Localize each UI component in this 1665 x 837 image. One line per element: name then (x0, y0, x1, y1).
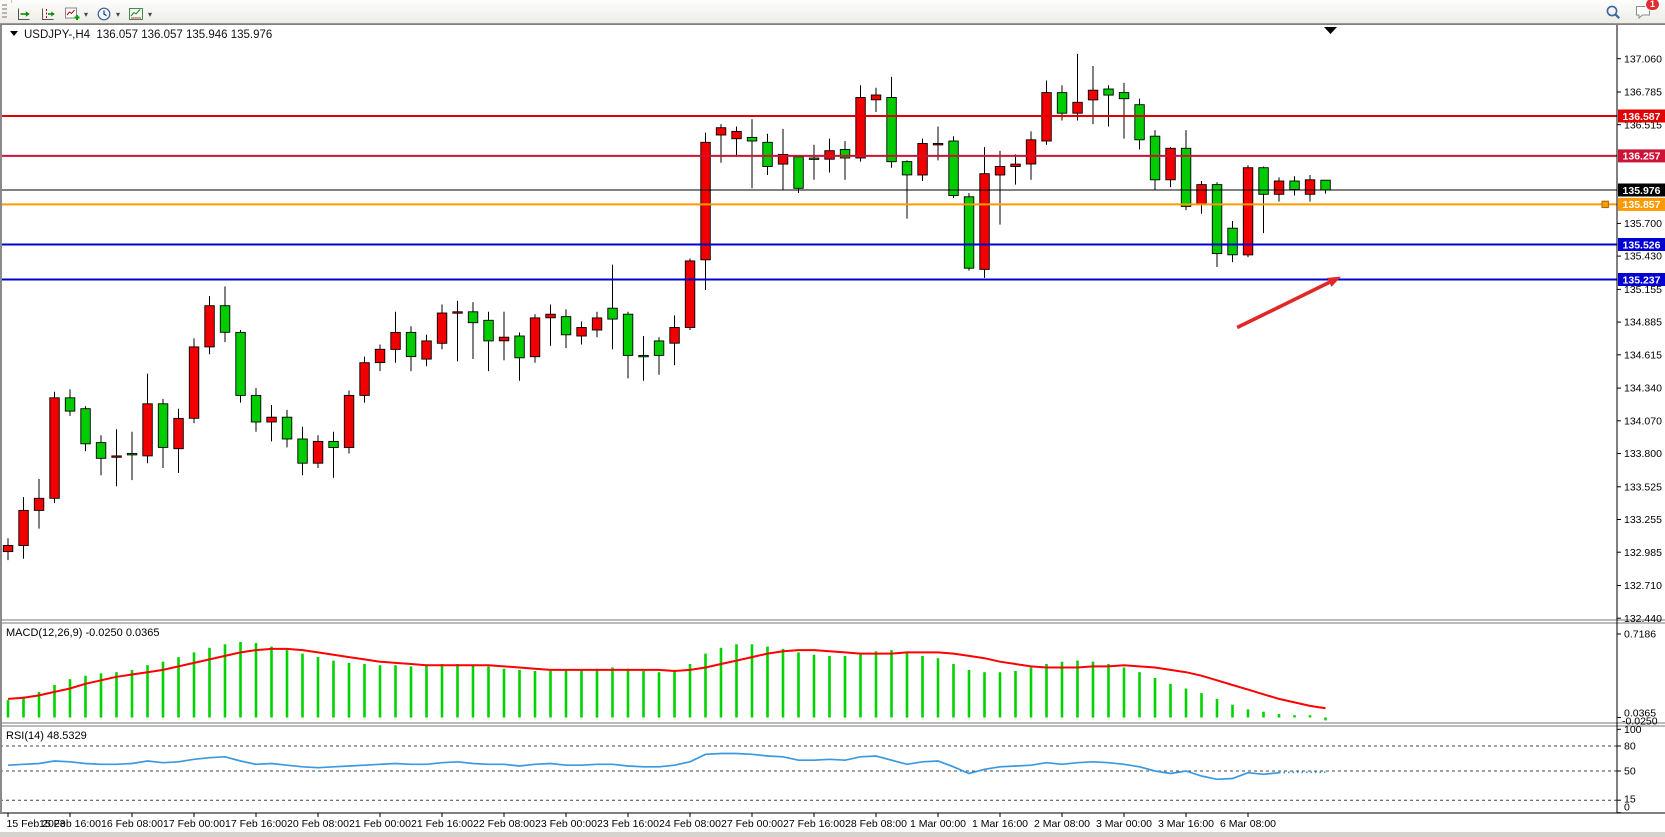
svg-text:132.440: 132.440 (1624, 613, 1662, 625)
chevron-down-icon: ▾ (116, 9, 121, 19)
chart-shift-button[interactable] (36, 3, 60, 25)
macd-label: MACD(12,26,9) -0.0250 0.0365 (6, 627, 159, 639)
price-label-135.526: 135.526 (1618, 238, 1665, 251)
templates-button[interactable]: ▾ (124, 3, 156, 25)
svg-text:15 Feb 16:00: 15 Feb 16:00 (39, 818, 101, 830)
macd-scale: 0.7186 0.0365-0.0250 (1617, 629, 1658, 728)
one-click-trading-toggle[interactable] (10, 31, 18, 36)
svg-text:0: 0 (1624, 802, 1630, 814)
notification-badge: 1 (1644, 0, 1660, 11)
svg-text:136.257: 136.257 (1623, 151, 1661, 163)
rsi-scale: 100 80 50 150 (1617, 724, 1642, 814)
svg-text:21 Feb 00:00: 21 Feb 00:00 (349, 818, 411, 830)
rsi-line-tail (1278, 771, 1326, 774)
macd-pane (6, 642, 1327, 721)
chevron-down-icon: ▾ (84, 9, 89, 19)
svg-text:-0.0250: -0.0250 (1622, 716, 1658, 728)
svg-text:50: 50 (1624, 766, 1636, 778)
svg-text:100: 100 (1624, 724, 1642, 736)
svg-text:28 Feb 08:00: 28 Feb 08:00 (845, 818, 907, 830)
svg-text:27 Feb 00:00: 27 Feb 00:00 (721, 818, 783, 830)
svg-text:135.976: 135.976 (1623, 185, 1661, 197)
svg-text:133.800: 133.800 (1624, 448, 1662, 460)
svg-text:135.237: 135.237 (1623, 274, 1661, 286)
svg-text:134.885: 134.885 (1624, 317, 1662, 329)
svg-text:134.615: 134.615 (1624, 349, 1662, 361)
svg-text:137.060: 137.060 (1624, 53, 1662, 65)
svg-text:16 Feb 08:00: 16 Feb 08:00 (101, 818, 163, 830)
svg-text:0.7186: 0.7186 (1624, 629, 1656, 641)
toolbar: 新订单自动交易▾▾▾EFAT▾M1M5M15M30H1H4D1W1MN 1 (0, 0, 1665, 93)
svg-text:21 Feb 16:00: 21 Feb 16:00 (411, 818, 473, 830)
svg-text:3 Mar 16:00: 3 Mar 16:00 (1158, 818, 1214, 830)
price-label-135.237: 135.237 (1618, 273, 1665, 286)
indicators-add-icon (64, 6, 80, 22)
chevron-down-icon: ▾ (148, 9, 153, 19)
svg-text:132.985: 132.985 (1624, 547, 1662, 559)
auto-scroll-icon (16, 6, 32, 22)
chat-button[interactable]: 1 (1631, 0, 1660, 23)
rsi-pane (7, 752, 1326, 781)
svg-text:136.587: 136.587 (1623, 111, 1661, 123)
svg-text:134.340: 134.340 (1624, 383, 1662, 395)
periods-clock-button[interactable]: ▾ (92, 3, 124, 25)
svg-text:133.255: 133.255 (1624, 514, 1662, 526)
toolbar-grip[interactable] (2, 3, 7, 20)
svg-text:2 Mar 08:00: 2 Mar 08:00 (1034, 818, 1090, 830)
svg-text:1 Mar 16:00: 1 Mar 16:00 (972, 818, 1028, 830)
svg-text:132.710: 132.710 (1624, 580, 1662, 592)
price-label-135.857: 135.857 (1618, 197, 1665, 211)
indicators-add-button[interactable]: ▾ (60, 3, 92, 25)
svg-text:15: 15 (1624, 794, 1636, 806)
templates-icon (128, 6, 144, 22)
svg-text:135.857: 135.857 (1623, 199, 1661, 211)
macd-signal-line (7, 647, 1326, 710)
svg-text:135.430: 135.430 (1624, 251, 1662, 263)
rsi-label: RSI(14) 48.5329 (6, 730, 87, 742)
annotation-arrow[interactable] (1236, 276, 1341, 330)
periods-clock-icon (96, 6, 112, 22)
svg-text:3 Mar 00:00: 3 Mar 00:00 (1096, 818, 1152, 830)
chart-shift-marker[interactable] (1324, 27, 1337, 34)
svg-text:136.785: 136.785 (1624, 87, 1662, 99)
chart-title: USDJPY-,H4 136.057 136.057 135.946 135.9… (24, 29, 272, 41)
svg-text:22 Feb 08:00: 22 Feb 08:00 (473, 818, 535, 830)
price-label-135.976: 135.976 (1618, 183, 1665, 197)
svg-text:17 Feb 16:00: 17 Feb 16:00 (225, 818, 287, 830)
window-left-border (0, 25, 2, 813)
svg-text:1 Mar 00:00: 1 Mar 00:00 (910, 818, 966, 830)
toolbar-right: 1 (1601, 0, 1665, 23)
svg-text:15 Feb 2023: 15 Feb 2023 (7, 818, 66, 830)
svg-text:135.700: 135.700 (1624, 218, 1662, 230)
svg-text:133.525: 133.525 (1624, 481, 1662, 493)
svg-text:23 Feb 00:00: 23 Feb 00:00 (535, 818, 597, 830)
price-label-136.587: 136.587 (1618, 109, 1665, 123)
chart-shift-icon (40, 6, 56, 22)
usdjpy-h4-chart[interactable]: MACD(12,26,9) -0.0250 0.0365 RSI(14) 48.5… (0, 25, 1665, 832)
svg-text:135.526: 135.526 (1623, 239, 1661, 251)
svg-text:80: 80 (1624, 741, 1636, 753)
svg-text:17 Feb 00:00: 17 Feb 00:00 (163, 818, 225, 830)
svg-text:23 Feb 16:00: 23 Feb 16:00 (597, 818, 659, 830)
svg-text:20 Feb 08:00: 20 Feb 08:00 (287, 818, 349, 830)
svg-text:27 Feb 16:00: 27 Feb 16:00 (783, 818, 845, 830)
svg-text:0.0365: 0.0365 (1624, 708, 1656, 720)
search-button[interactable] (1601, 1, 1625, 23)
svg-text:6 Mar 08:00: 6 Mar 08:00 (1220, 818, 1276, 830)
rsi-line (7, 752, 1280, 781)
svg-text:134.070: 134.070 (1624, 415, 1662, 427)
auto-scroll-button[interactable] (12, 3, 36, 25)
chart-window: MACD(12,26,9) -0.0250 0.0365 RSI(14) 48.5… (0, 24, 1665, 832)
svg-text:135.155: 135.155 (1624, 284, 1662, 296)
hline-marker[interactable] (1601, 200, 1609, 209)
search-icon (1605, 4, 1621, 20)
svg-text:24 Feb 08:00: 24 Feb 08:00 (659, 818, 721, 830)
price-label-136.257: 136.257 (1618, 149, 1665, 163)
